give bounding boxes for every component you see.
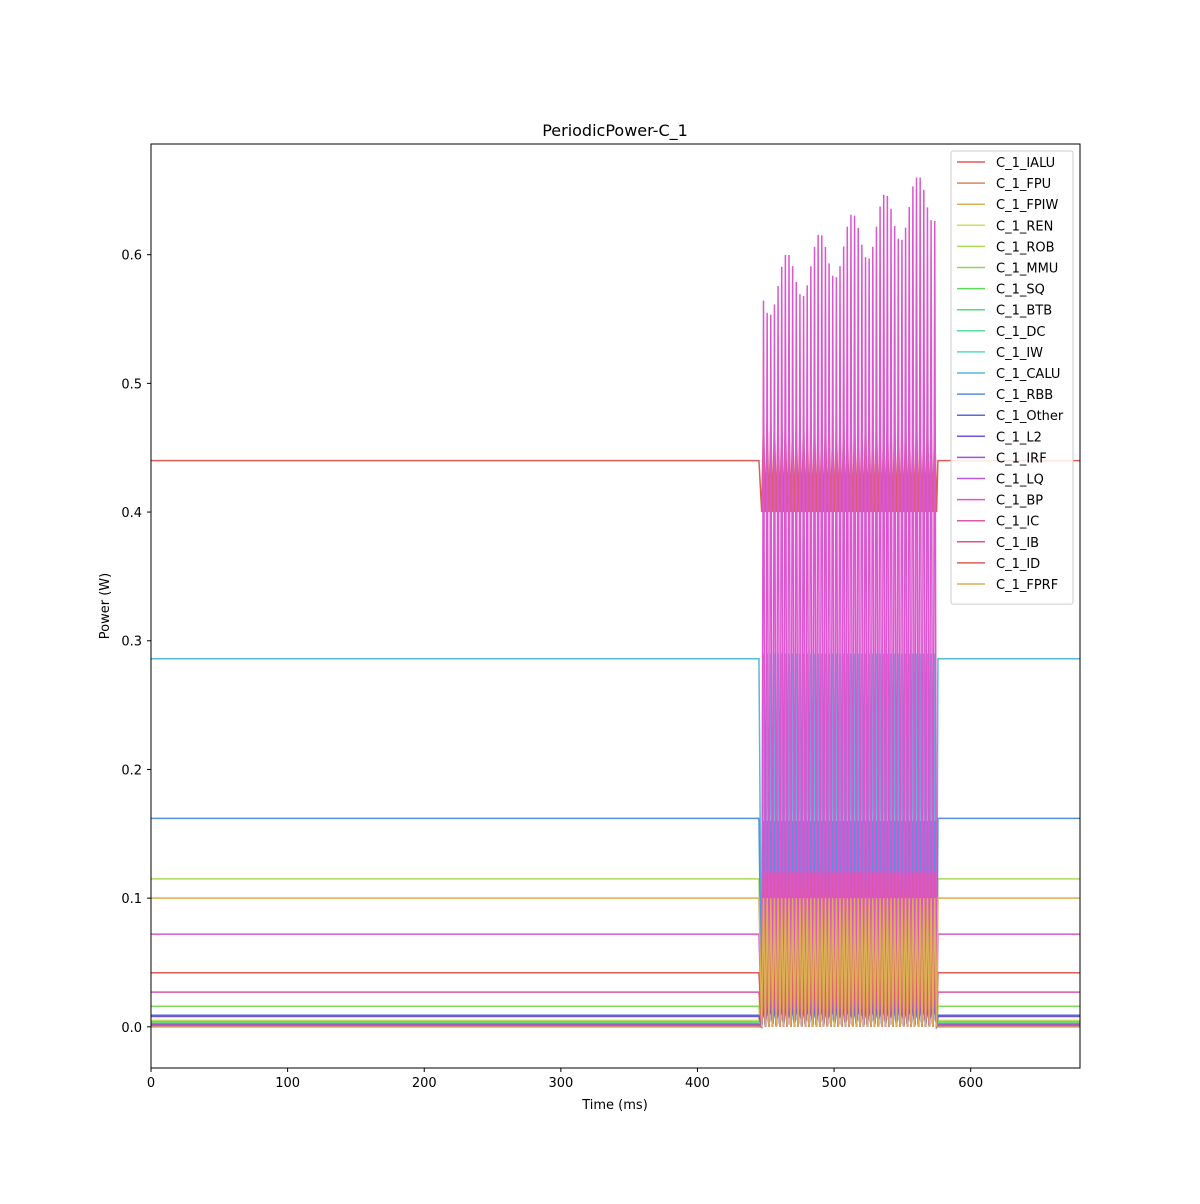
legend-label: C_1_REN — [996, 219, 1053, 234]
legend-label: C_1_ID — [996, 557, 1040, 572]
y-tick-label: 0.0 — [121, 1021, 142, 1036]
legend-label: C_1_RBB — [996, 388, 1053, 403]
legend-label: C_1_FPIW — [996, 198, 1058, 213]
legend-label: C_1_SQ — [996, 283, 1045, 298]
legend-label: C_1_BP — [996, 494, 1043, 509]
y-tick-label: 0.3 — [121, 635, 142, 650]
x-tick-label: 300 — [548, 1076, 573, 1091]
y-tick-label: 0.6 — [121, 249, 142, 264]
chart-title: PeriodicPower-C_1 — [542, 121, 688, 141]
legend-label: C_1_Other — [996, 409, 1064, 424]
legend-label: C_1_BTB — [996, 304, 1052, 319]
legend-label: C_1_DC — [996, 325, 1045, 340]
y-tick-label: 0.4 — [121, 506, 142, 521]
legend-label: C_1_MMU — [996, 262, 1058, 277]
y-tick-label: 0.5 — [121, 377, 142, 392]
legend-label: C_1_IRF — [996, 451, 1047, 466]
legend-box — [950, 150, 1074, 605]
legend-label: C_1_ROB — [996, 240, 1055, 255]
plot-lines — [151, 177, 1080, 1030]
series-line-c-1-fprf — [151, 897, 1080, 1027]
legend-label: C_1_IC — [996, 515, 1039, 530]
legend-label: C_1_FPU — [996, 177, 1051, 192]
x-axis-label: Time (ms) — [581, 1098, 648, 1113]
axes: 0 100 200 300 400 500 600 0.0 0.1 0.2 0.3 0.4 0.5 0.6 — [121, 143, 1081, 1091]
x-tick-label: 0 — [147, 1076, 155, 1091]
legend-label: C_1_LQ — [996, 473, 1044, 488]
x-tick-label: 400 — [685, 1076, 710, 1091]
legend-label: C_1_CALU — [996, 367, 1060, 382]
x-tick-label: 200 — [412, 1076, 437, 1091]
y-tick-label: 0.2 — [121, 763, 142, 778]
x-tick-label: 100 — [275, 1076, 300, 1091]
legend-label: C_1_L2 — [996, 430, 1042, 445]
x-tick-label: 600 — [958, 1076, 983, 1091]
y-tick-label: 0.1 — [121, 892, 142, 907]
legend: C_1_IALU C_1_FPU C_1_FPIW C_1_REN C_1_ROB C_1… — [950, 150, 1074, 605]
x-tick-label: 500 — [822, 1076, 847, 1091]
legend-label: C_1_FPRF — [996, 578, 1058, 593]
legend-label: C_1_IB — [996, 536, 1039, 551]
y-axis-label: Power (W) — [98, 573, 113, 639]
plot-frame — [150, 143, 1081, 1069]
legend-label: C_1_IW — [996, 346, 1043, 361]
legend-label: C_1_IALU — [996, 156, 1055, 171]
